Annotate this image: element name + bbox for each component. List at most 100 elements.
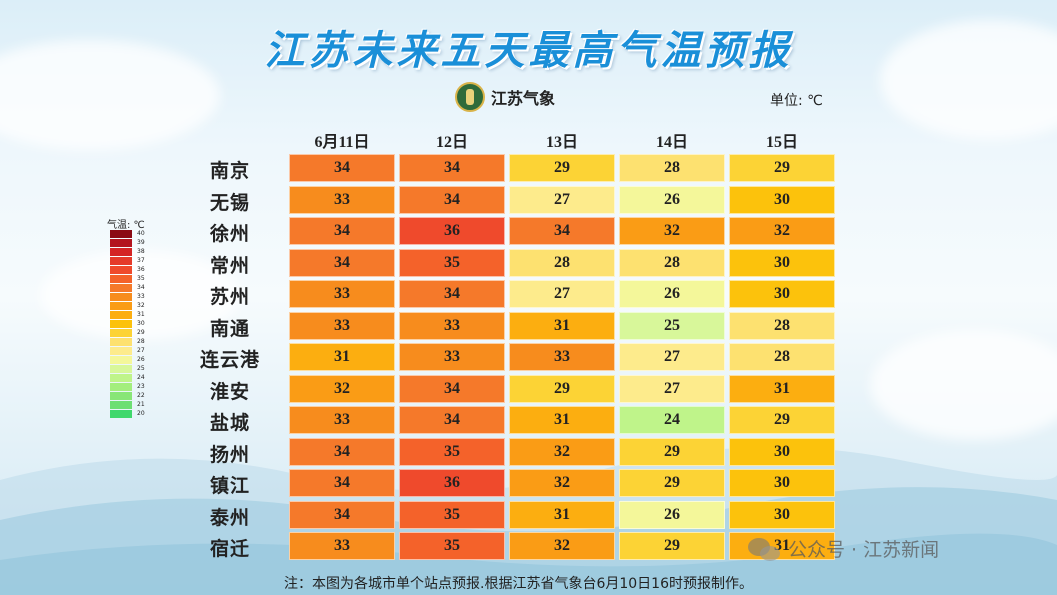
- city-label: 扬州: [209, 443, 250, 466]
- legend-swatch: [110, 311, 132, 319]
- temperature-cell: 35: [399, 248, 505, 277]
- legend-swatch: [110, 239, 132, 247]
- temperature-cell: 34: [399, 406, 505, 434]
- legend-tick-label: 37: [137, 257, 145, 264]
- temperature-cell: 36: [399, 469, 505, 497]
- temperature-cell: 31: [289, 343, 395, 371]
- legend-swatch: [110, 329, 132, 337]
- city-label: 常州: [209, 254, 250, 277]
- legend-tick-label: 29: [137, 329, 145, 336]
- legend-swatch: [110, 275, 132, 283]
- temperature-cell: 28: [729, 311, 835, 340]
- temperature-cell: 29: [509, 374, 615, 403]
- legend-tick-label: 34: [137, 284, 145, 291]
- legend-tick-label: 36: [137, 266, 145, 273]
- temperature-cell: 32: [509, 437, 615, 466]
- city-label: 连云港: [199, 349, 260, 371]
- temperature-cell: 34: [289, 217, 395, 245]
- legend-tick-label: 23: [137, 383, 145, 390]
- cloud-decoration: [0, 40, 220, 150]
- temperature-cell: 26: [619, 185, 725, 214]
- city-label: 淮安: [209, 380, 250, 403]
- city-label: 徐州: [209, 223, 250, 245]
- legend-tick-label: 32: [137, 302, 145, 309]
- legend-swatch: [110, 356, 132, 364]
- column-header: 15日: [765, 134, 798, 151]
- temperature-cell: 31: [509, 406, 615, 434]
- temperature-cell: 34: [289, 500, 395, 529]
- temperature-cell: 27: [509, 185, 615, 214]
- city-label: 无锡: [209, 191, 250, 214]
- temperature-cell: 32: [619, 217, 725, 245]
- temperature-cell: 35: [399, 532, 505, 560]
- city-label: 泰州: [209, 506, 250, 529]
- temperature-cell: 27: [509, 280, 615, 308]
- unit-label: 单位: ℃: [770, 93, 823, 109]
- temperature-cell: 29: [509, 154, 615, 182]
- temperature-cell: 34: [509, 217, 615, 245]
- temperature-cell: 33: [289, 406, 395, 434]
- temperature-cell: 30: [729, 248, 835, 277]
- legend-tick-label: 40: [137, 230, 145, 237]
- temperature-cell: 34: [399, 154, 505, 182]
- temperature-cell: 32: [509, 469, 615, 497]
- city-label: 南通: [209, 317, 250, 340]
- temperature-cell: 33: [509, 343, 615, 371]
- legend-swatch: [110, 338, 132, 346]
- temperature-cell: 29: [729, 406, 835, 434]
- temperature-cell: 36: [399, 217, 505, 245]
- legend-tick-label: 20: [137, 410, 145, 417]
- legend-swatch: [110, 392, 132, 400]
- legend-swatch: [110, 374, 132, 382]
- legend-swatch: [110, 284, 132, 292]
- legend-swatch: [110, 347, 132, 355]
- legend-tick-label: 21: [137, 401, 145, 408]
- temperature-cell: 33: [289, 185, 395, 214]
- temperature-cell: 30: [729, 185, 835, 214]
- temperature-cell: 29: [619, 469, 725, 497]
- legend-swatch: [110, 320, 132, 328]
- legend-swatch: [110, 230, 132, 238]
- legend-tick-label: 38: [137, 248, 145, 255]
- city-label: 盐城: [209, 412, 250, 434]
- temperature-cell: 27: [619, 343, 725, 371]
- column-header: 13日: [545, 134, 578, 151]
- city-label: 南京: [209, 160, 250, 182]
- temperature-cell: 32: [289, 374, 395, 403]
- watermark-text: 公众号 · 江苏新闻: [788, 539, 940, 561]
- legend-swatch: [110, 266, 132, 274]
- temperature-cell: 30: [729, 500, 835, 529]
- temperature-cell: 33: [289, 280, 395, 308]
- column-header: 12日: [435, 134, 468, 151]
- legend-swatch: [110, 257, 132, 265]
- city-label: 苏州: [209, 286, 250, 308]
- temperature-cell: 27: [619, 374, 725, 403]
- temperature-cell: 31: [729, 374, 835, 403]
- temperature-cell: 31: [509, 311, 615, 340]
- city-label: 镇江: [209, 475, 250, 497]
- temperature-cell: 33: [399, 311, 505, 340]
- temperature-cell: 34: [399, 280, 505, 308]
- legend-tick-label: 26: [137, 356, 145, 363]
- legend-tick-label: 39: [137, 239, 145, 246]
- temperature-cell: 28: [619, 154, 725, 182]
- temperature-cell: 30: [729, 280, 835, 308]
- temperature-cell: 28: [509, 248, 615, 277]
- column-header: 14日: [655, 134, 688, 151]
- legend-swatch: [110, 248, 132, 256]
- temperature-cell: 30: [729, 437, 835, 466]
- city-label: 宿迁: [209, 538, 250, 560]
- legend-tick-label: 35: [137, 275, 145, 282]
- legend-tick-label: 30: [137, 320, 145, 327]
- temperature-cell: 35: [399, 437, 505, 466]
- temperature-cell: 25: [619, 311, 725, 340]
- legend-tick-label: 24: [137, 374, 145, 381]
- temperature-cell: 30: [729, 469, 835, 497]
- temperature-cell: 31: [729, 532, 835, 560]
- temperature-cell: 32: [509, 532, 615, 560]
- temperature-cell: 34: [399, 185, 505, 214]
- logo-text: 江苏气象: [491, 89, 556, 108]
- temperature-cell: 28: [619, 248, 725, 277]
- temperature-cell: 33: [289, 311, 395, 340]
- legend-tick-label: 22: [137, 392, 145, 399]
